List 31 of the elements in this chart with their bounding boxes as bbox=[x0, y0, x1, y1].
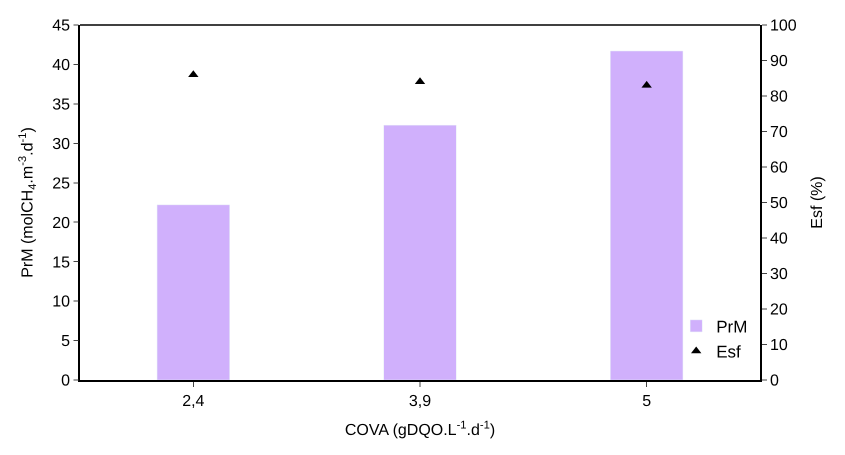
y-tick-label: 35 bbox=[52, 96, 70, 114]
legend-label: PrM bbox=[716, 318, 748, 337]
y-tick-label: 30 bbox=[52, 136, 70, 153]
bar bbox=[610, 50, 684, 380]
y2-tick-label: 100 bbox=[770, 18, 797, 35]
y-tick-label: 20 bbox=[52, 214, 70, 232]
y2-axis-title: Esf (%) bbox=[808, 176, 826, 229]
bar bbox=[383, 124, 457, 380]
y2-tick-label: 40 bbox=[770, 230, 788, 248]
y2-tick-label: 50 bbox=[770, 195, 788, 212]
y2-tick-label: 20 bbox=[770, 302, 788, 319]
y-tick-label: 40 bbox=[52, 57, 70, 74]
x-tick-label: 2,4 bbox=[182, 392, 205, 410]
y2-tick-label: 0 bbox=[770, 372, 779, 390]
y-tick-label: 45 bbox=[52, 18, 70, 35]
y-tick-label: 0 bbox=[61, 372, 70, 390]
bar bbox=[156, 204, 230, 380]
y-tick-label: 25 bbox=[52, 175, 70, 192]
legend-label: Esf bbox=[716, 342, 742, 362]
y-tick-label: 10 bbox=[52, 294, 70, 311]
x-axis-title: COVA (gDQO.L$^{-1}$.d$^{-1}$) bbox=[344, 419, 496, 440]
y2-tick-label: 30 bbox=[770, 266, 788, 284]
y-tick-label: 5 bbox=[61, 333, 70, 350]
x-tick-label: 3,9 bbox=[408, 392, 432, 410]
y2-tick-label: 60 bbox=[770, 160, 788, 177]
y2-tick-label: 90 bbox=[770, 53, 788, 70]
y2-tick-label: 80 bbox=[770, 88, 788, 106]
x-tick-label: 5 bbox=[642, 392, 652, 410]
y2-tick-label: 10 bbox=[770, 337, 788, 354]
y2-tick-label: 70 bbox=[770, 124, 788, 142]
y-tick-label: 15 bbox=[52, 254, 70, 272]
